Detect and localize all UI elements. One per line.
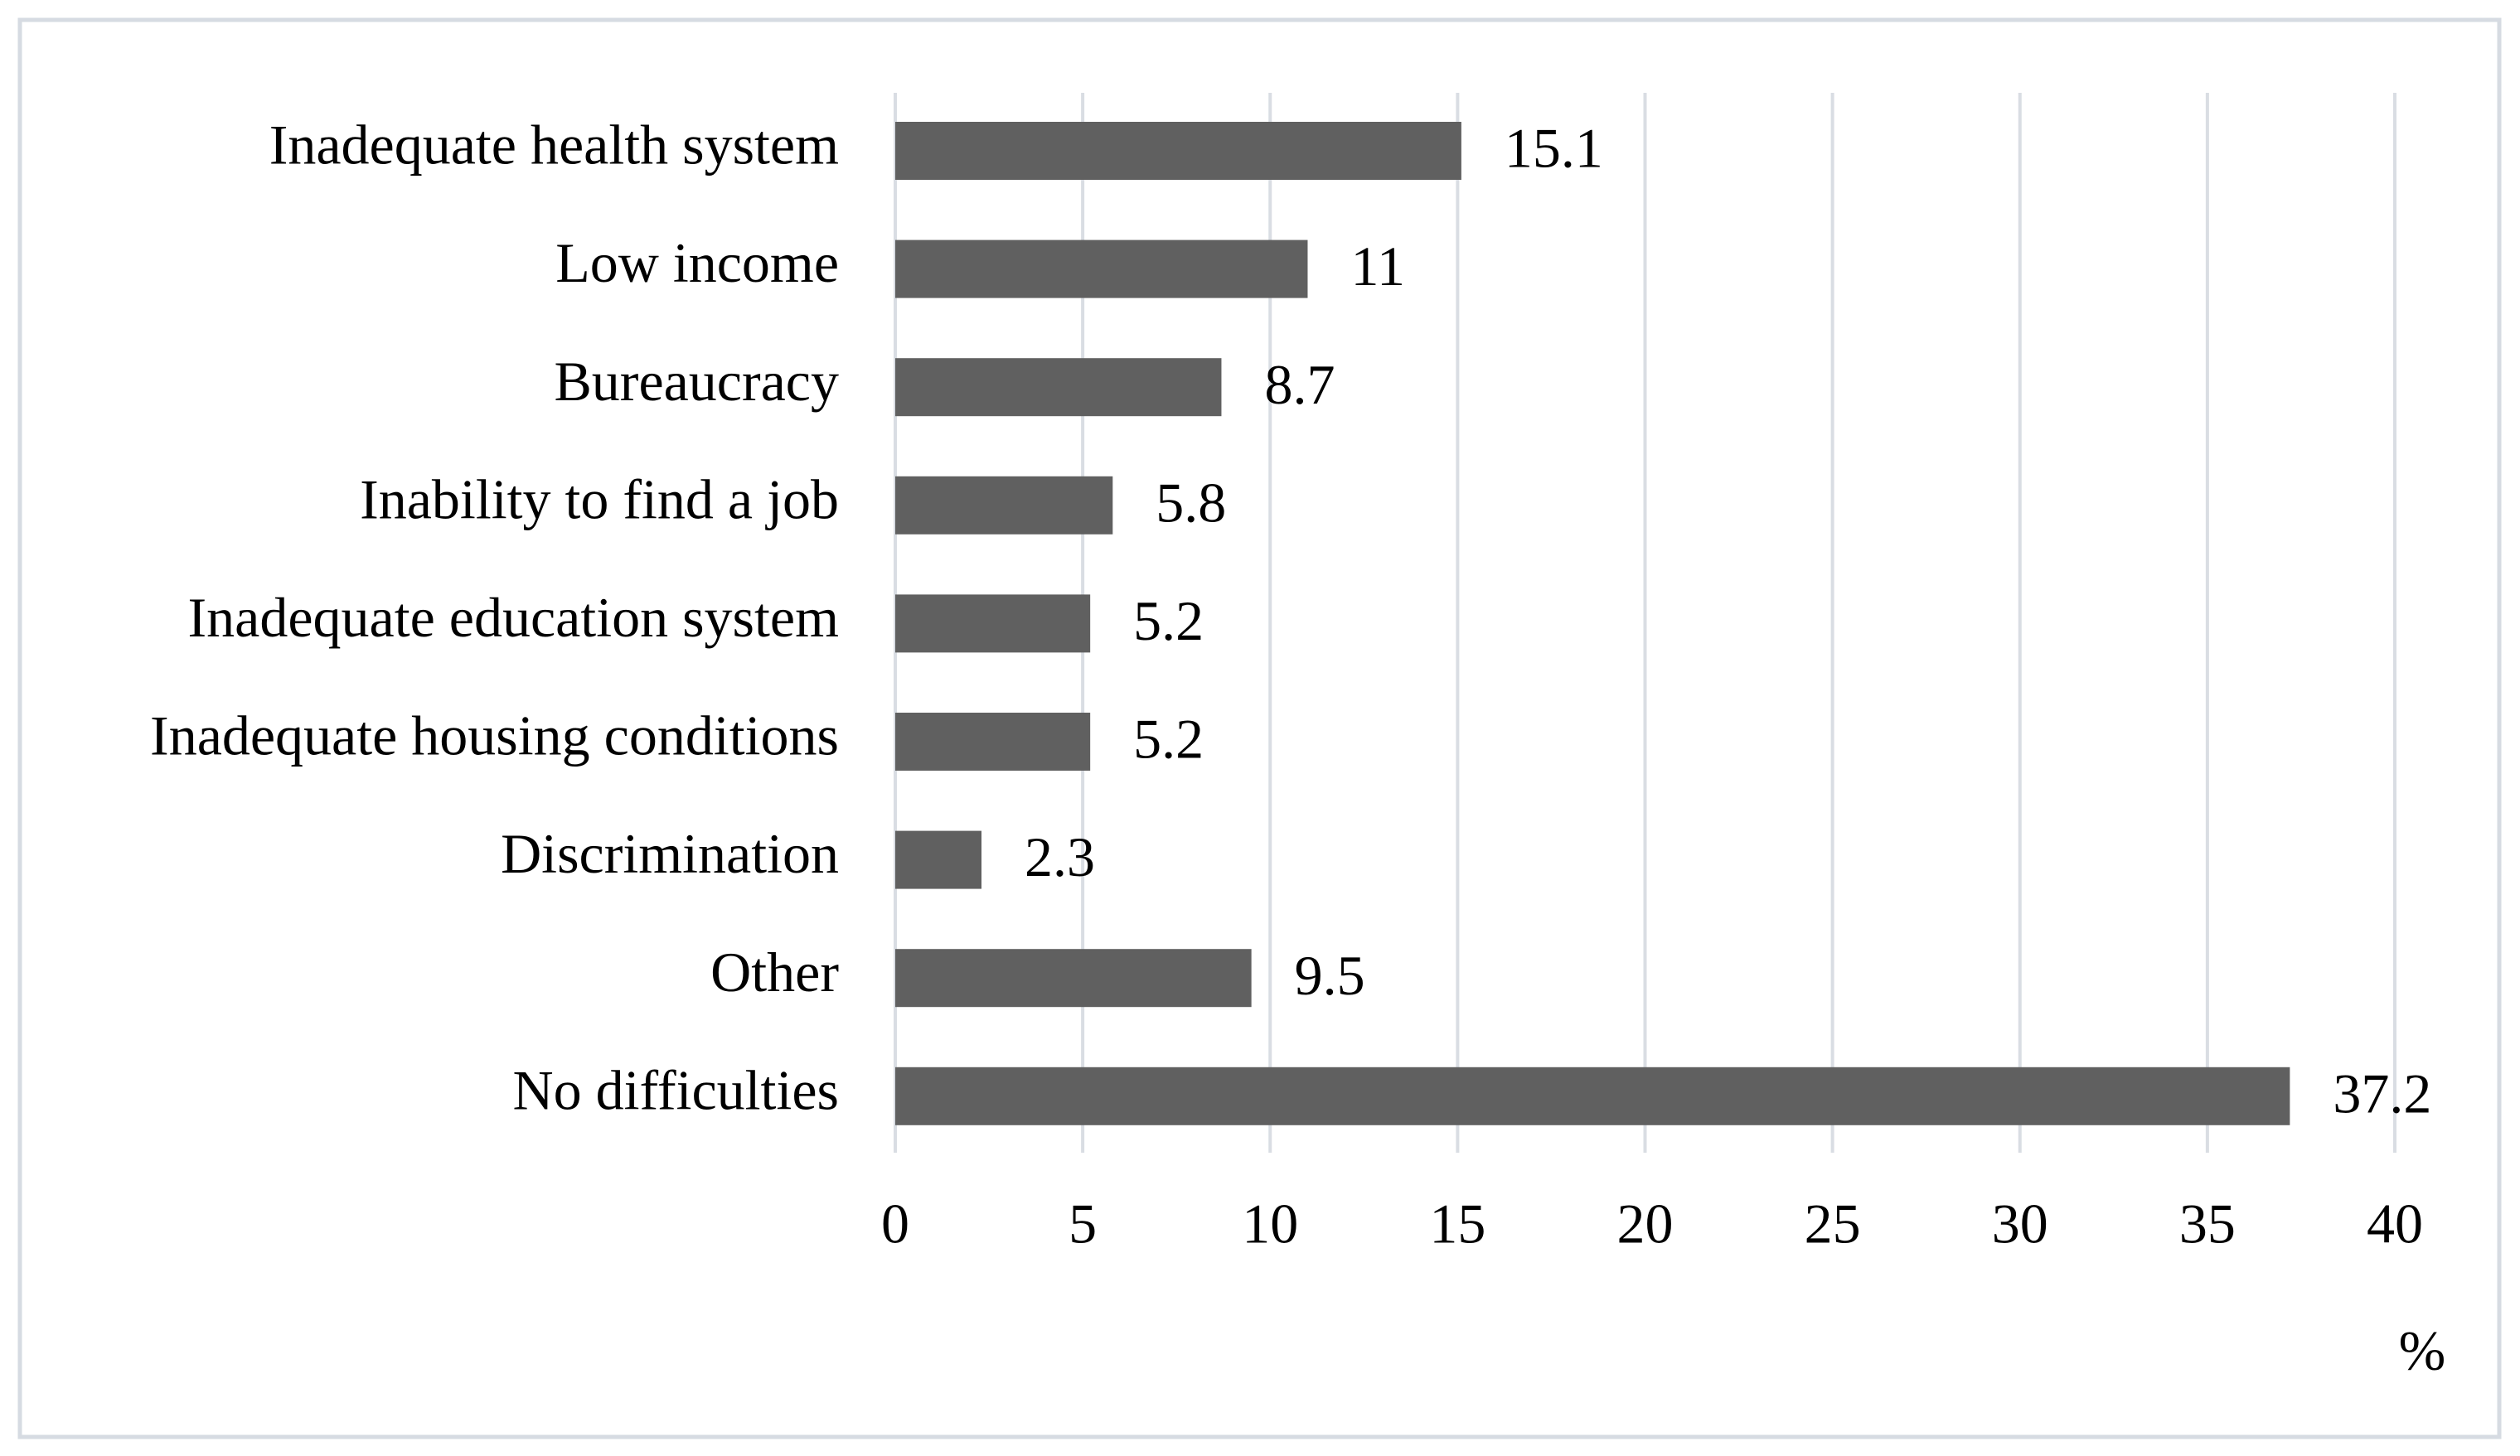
y-tick-label: Bureaucracy (554, 350, 839, 413)
x-axis-label: % (2399, 1319, 2446, 1382)
bar (895, 713, 1091, 771)
y-tick-label: Inadequate health system (269, 114, 839, 177)
bar (895, 1067, 2290, 1125)
bar (895, 949, 1252, 1008)
data-label: 37.2 (2333, 1062, 2431, 1125)
x-tick-label: 10 (1242, 1192, 1298, 1255)
y-tick-label: Other (710, 941, 839, 1004)
x-tick-label: 25 (1805, 1192, 1861, 1255)
bar (895, 476, 1113, 535)
bar (895, 122, 1461, 180)
x-tick-label: 0 (881, 1192, 909, 1255)
y-tick-label: Inadequate housing conditions (150, 704, 839, 767)
data-label: 15.1 (1505, 117, 1603, 180)
bar (895, 358, 1222, 417)
x-tick-label: 35 (2179, 1192, 2236, 1255)
bar (895, 594, 1091, 653)
data-label: 2.3 (1025, 825, 1095, 888)
y-tick-label: No difficulties (513, 1058, 839, 1121)
data-label: 9.5 (1295, 944, 1365, 1007)
x-tick-label: 5 (1069, 1192, 1097, 1255)
x-tick-label: 15 (1429, 1192, 1485, 1255)
x-tick-label: 40 (2367, 1192, 2423, 1255)
y-tick-label: Inadequate education system (188, 586, 840, 649)
x-tick-label: 30 (1992, 1192, 2048, 1255)
bar (895, 830, 982, 889)
y-tick-label: Discrimination (501, 822, 839, 885)
x-tick-label: 20 (1617, 1192, 1674, 1255)
y-tick-label: Inability to find a job (360, 467, 839, 530)
data-label: 11 (1350, 235, 1404, 297)
data-label: 5.2 (1133, 708, 1204, 771)
data-label: 8.7 (1264, 353, 1335, 416)
data-label: 5.2 (1133, 589, 1204, 652)
bar (895, 239, 1308, 298)
data-label: 5.8 (1156, 471, 1226, 534)
y-tick-label: Low income (555, 231, 839, 294)
